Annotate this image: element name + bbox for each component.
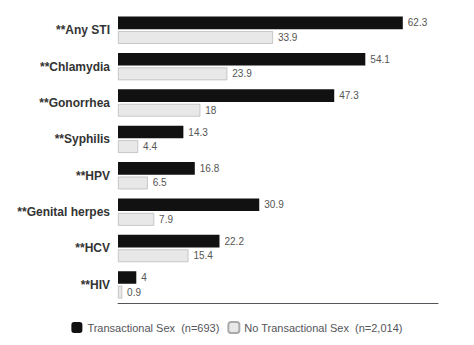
svg-text:**HIV: **HIV [81,278,110,292]
svg-text:**HCV: **HCV [75,241,110,255]
svg-text:14.3: 14.3 [188,127,208,138]
svg-text:15.4: 15.4 [193,250,213,261]
svg-text:**Chlamydia: **Chlamydia [40,60,110,74]
svg-text:22.2: 22.2 [224,236,244,247]
svg-text:4.4: 4.4 [143,141,157,152]
svg-text:4: 4 [141,272,147,283]
svg-text:30.9: 30.9 [264,199,284,210]
svg-text:33.9: 33.9 [278,32,298,43]
svg-text:54.1: 54.1 [370,54,390,65]
svg-text:**Any STI: **Any STI [56,23,110,37]
svg-text:Transactional Sex (n=693): Transactional Sex (n=693) [87,322,219,334]
svg-text:**Syphilis: **Syphilis [55,132,111,146]
svg-text:**Genital herpes: **Genital herpes [17,205,110,219]
svg-text:23.9: 23.9 [232,68,252,79]
svg-text:**Gonorrhea: **Gonorrhea [39,96,110,110]
svg-text:No Transactional Sex (n=2,014: No Transactional Sex (n=2,014) [244,322,402,334]
svg-text:18: 18 [205,105,217,116]
svg-text:47.3: 47.3 [339,90,359,101]
svg-text:**HPV: **HPV [76,169,110,183]
svg-text:62.3: 62.3 [408,17,428,28]
svg-text:0.9: 0.9 [127,287,141,298]
svg-text:7.9: 7.9 [159,214,173,225]
svg-text:6.5: 6.5 [153,177,167,188]
svg-text:16.8: 16.8 [200,163,220,174]
